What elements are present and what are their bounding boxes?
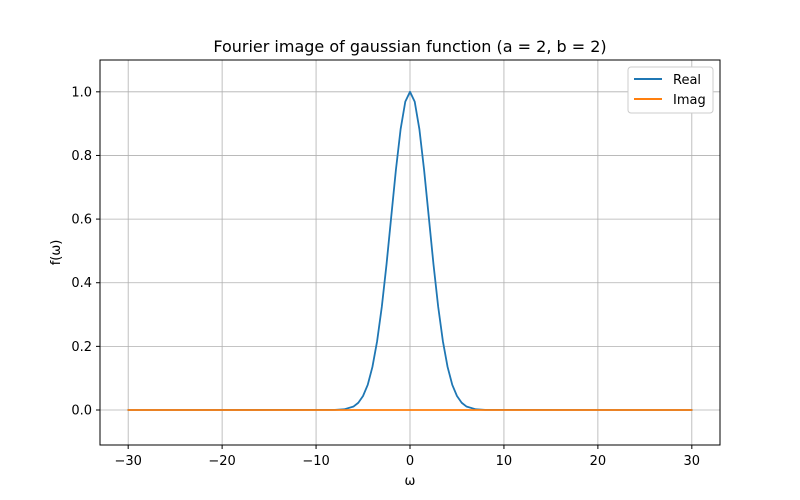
x-tick-label: 20: [590, 454, 607, 469]
x-axis: −30 −20 −10 0 10 20 30: [114, 445, 700, 469]
y-tick-label: 0.0: [71, 404, 92, 419]
y-tick-label: 0.8: [71, 149, 92, 164]
legend-label-imag: Imag: [673, 93, 706, 108]
y-tick-label: 0.4: [71, 276, 92, 291]
legend: Real Imag: [627, 66, 714, 114]
x-tick-label: −20: [208, 454, 235, 469]
x-tick-label: 0: [406, 454, 414, 469]
legend-label-real: Real: [673, 73, 701, 88]
x-tick-label: −30: [114, 454, 141, 469]
series-line-real: [127, 90, 693, 411]
series-layer: [127, 90, 693, 411]
chart-title: Fourier image of gaussian function (a = …: [213, 37, 606, 56]
x-axis-label: ω: [405, 474, 416, 489]
y-tick-label: 0.2: [71, 340, 92, 355]
y-tick-label: 1.0: [71, 85, 92, 100]
y-axis-label: f(ω): [49, 240, 64, 266]
y-tick-label: 0.6: [71, 213, 92, 228]
y-axis: 0.0 0.2 0.4 0.6 0.8 1.0: [71, 85, 100, 419]
x-tick-label: 30: [684, 454, 701, 469]
x-tick-label: −10: [302, 454, 329, 469]
x-tick-label: 10: [496, 454, 513, 469]
